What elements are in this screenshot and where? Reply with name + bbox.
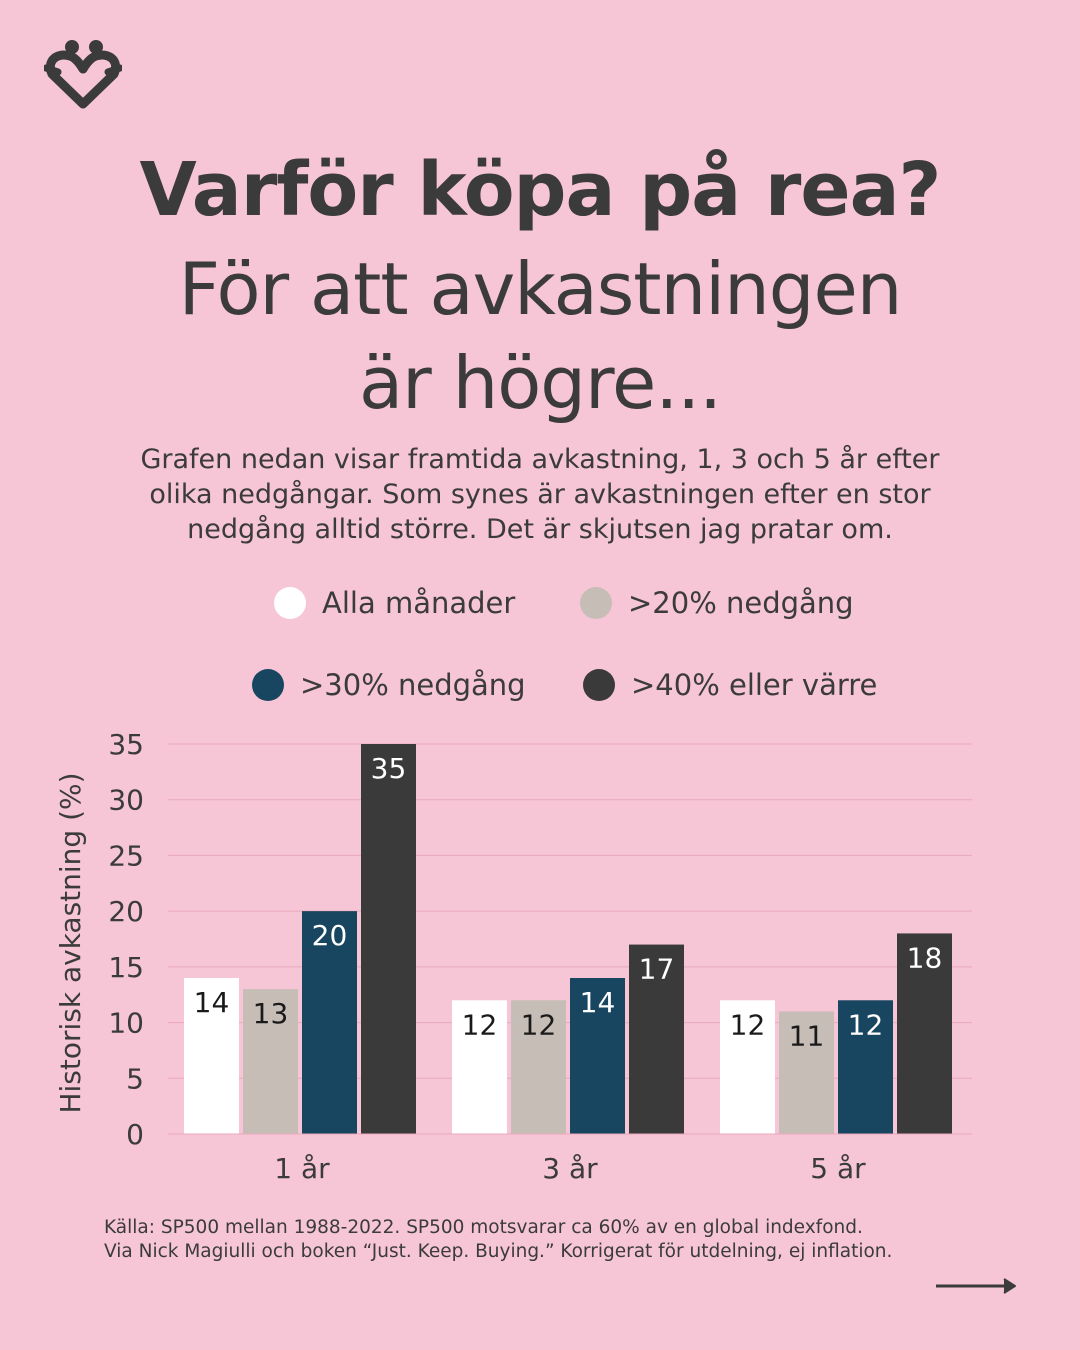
y-tick-label: 30 <box>108 784 144 817</box>
y-tick-label: 20 <box>108 895 144 928</box>
legend-swatch-40-eller-varre <box>583 669 615 701</box>
bar <box>511 1000 566 1134</box>
description-line-2: olika nedgångar. Som synes är avkastning… <box>149 479 931 510</box>
y-tick-label: 25 <box>108 839 144 872</box>
bar <box>897 933 952 1134</box>
legend-item-20-nedgang: >20% nedgång <box>580 583 854 623</box>
bar-value-label: 20 <box>312 919 348 952</box>
bar-value-label: 12 <box>462 1008 498 1041</box>
y-tick-label: 10 <box>108 1007 144 1040</box>
subtitle-line-1: För att avkastningen <box>178 247 903 331</box>
legend-label: Alla månader <box>322 586 516 620</box>
bar-value-label: 12 <box>521 1008 557 1041</box>
bar <box>720 1000 775 1134</box>
bar <box>302 911 357 1134</box>
bar-chart: 0 5 10 15 20 25 30 35 14 13 20 35 1 år 12 12 14 17 3 år 12… <box>54 728 972 1185</box>
legend-item-alla-manader: Alla månader <box>274 583 515 623</box>
legend-label: >40% eller värre <box>631 668 878 702</box>
source-line-1: Källa: SP500 mellan 1988-2022. SP500 mot… <box>104 1217 863 1238</box>
legend-label: >30% nedgång <box>300 668 526 702</box>
bar-value-label: 14 <box>580 986 616 1019</box>
x-tick-label: 1 år <box>274 1152 330 1185</box>
y-tick-label: 35 <box>108 728 144 761</box>
bar <box>570 978 625 1134</box>
heart-people-logo-icon <box>44 40 122 109</box>
legend-item-40-eller-varre: >40% eller värre <box>583 665 877 705</box>
bar-value-label: 11 <box>789 1019 825 1052</box>
y-tick-label: 15 <box>108 951 144 984</box>
page-subtitle: För att avkastningen är högre... <box>0 242 1080 430</box>
source-line-2: Via Nick Magiulli och boken “Just. Keep.… <box>104 1241 893 1262</box>
bar-value-label: 17 <box>639 953 675 986</box>
legend-label: >20% nedgång <box>628 586 854 620</box>
bar-value-label: 35 <box>371 752 407 785</box>
legend-swatch-20-nedgang <box>580 587 612 619</box>
y-tick-label: 0 <box>126 1118 144 1151</box>
bar <box>629 944 684 1134</box>
y-tick-label: 5 <box>126 1062 144 1095</box>
bar-value-label: 18 <box>907 941 943 974</box>
source-note: Källa: SP500 mellan 1988-2022. SP500 mot… <box>104 1216 1004 1264</box>
bar-value-label: 12 <box>730 1008 766 1041</box>
x-tick-label: 3 år <box>542 1152 598 1185</box>
page-title: Varför köpa på rea? <box>139 147 942 233</box>
legend-swatch-alla-manader <box>274 587 306 619</box>
bar-value-label: 12 <box>848 1008 884 1041</box>
bar <box>184 978 239 1134</box>
bar <box>243 989 298 1134</box>
bar-value-label: 14 <box>194 986 230 1019</box>
bar <box>779 1011 834 1134</box>
legend-swatch-30-nedgang <box>252 669 284 701</box>
y-axis-title: Historisk avkastning (%) <box>54 772 87 1113</box>
subtitle-line-2: är högre... <box>359 341 722 425</box>
legend-item-30-nedgang: >30% nedgång <box>252 665 526 705</box>
description: Grafen nedan visar framtida avkastning, … <box>110 442 970 547</box>
bar <box>452 1000 507 1134</box>
arrow-right-icon[interactable] <box>934 1276 1018 1296</box>
bar <box>838 1000 893 1134</box>
bar <box>361 744 416 1134</box>
bar-value-label: 13 <box>253 997 289 1030</box>
description-line-3: nedgång alltid större. Det är skjutsen j… <box>187 514 893 545</box>
x-tick-label: 5 år <box>810 1152 866 1185</box>
description-line-1: Grafen nedan visar framtida avkastning, … <box>140 444 940 475</box>
